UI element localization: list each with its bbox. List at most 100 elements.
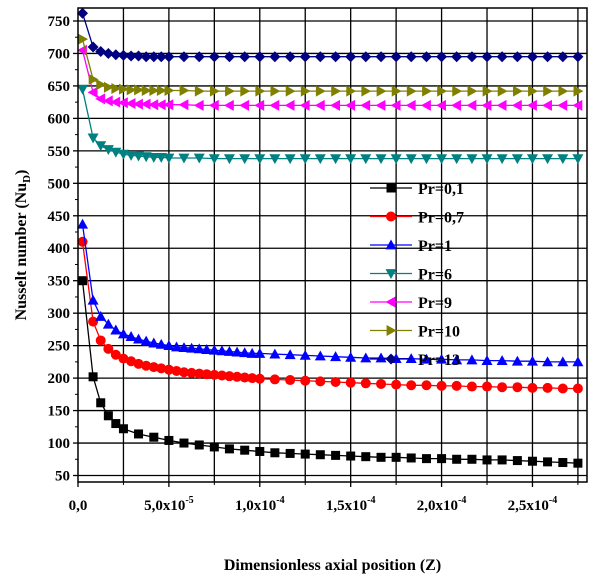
legend-marker [385, 353, 397, 365]
data-point [140, 335, 152, 346]
data-point [163, 51, 175, 63]
y-tick-label: 200 [48, 371, 71, 387]
data-point [201, 369, 212, 380]
data-point [117, 97, 128, 109]
data-point [95, 141, 107, 152]
data-point [201, 344, 213, 354]
data-point [391, 379, 402, 390]
data-point [149, 432, 159, 442]
y-tick-label: 350 [48, 274, 71, 290]
series-6 [77, 7, 584, 63]
data-point [254, 373, 265, 384]
data-point [140, 98, 151, 110]
y-tick-label: 100 [48, 436, 71, 452]
data-point [437, 85, 448, 97]
data-point [110, 96, 121, 108]
data-point [482, 455, 492, 465]
data-point [300, 375, 311, 386]
data-point [102, 318, 114, 329]
data-point [103, 81, 114, 93]
data-point [346, 451, 356, 461]
data-point [163, 153, 175, 164]
data-point [451, 354, 463, 365]
x-tick-label: 2,0x10-4 [417, 495, 467, 514]
data-point [155, 152, 167, 163]
data-point [163, 364, 174, 375]
data-point [482, 381, 493, 392]
data-point [542, 356, 554, 367]
data-point [88, 316, 99, 327]
data-point [330, 99, 340, 111]
data-point [87, 294, 99, 305]
x-tick-label: 1,0x10-4 [235, 495, 285, 514]
data-point [194, 85, 205, 97]
data-point [254, 99, 265, 111]
series-layer [77, 7, 584, 468]
data-point [497, 382, 508, 393]
data-point [239, 154, 251, 165]
data-point [299, 99, 310, 111]
data-point [133, 333, 145, 344]
data-point [133, 151, 145, 162]
data-point [88, 73, 99, 85]
data-point [526, 99, 537, 111]
data-point [391, 452, 401, 462]
data-point [315, 85, 326, 97]
data-point [240, 445, 250, 455]
data-point [572, 154, 584, 165]
data-point [512, 85, 523, 97]
data-point [557, 154, 569, 165]
data-point [422, 85, 432, 97]
x-tick-label: 0,0 [69, 498, 88, 514]
data-point [186, 367, 197, 378]
data-point [542, 51, 554, 63]
data-point [405, 99, 416, 111]
data-point [270, 448, 280, 458]
data-point [512, 382, 523, 393]
data-point [225, 85, 235, 97]
data-point [557, 51, 569, 63]
data-point [247, 373, 258, 384]
data-point [436, 51, 448, 63]
data-point [331, 85, 342, 97]
data-point [345, 99, 356, 111]
data-point [133, 358, 144, 369]
x-tick-label: 5,0x10-5 [144, 495, 194, 514]
x-axis-ticks: 0,0 5,0x10-5 1,0x10-4 1,5x10-4 2,0x10-4 2,5x1… [69, 482, 579, 514]
data-point [103, 343, 114, 354]
data-point [239, 51, 251, 63]
data-point [466, 99, 477, 111]
series-4 [77, 44, 583, 111]
y-tick-label: 300 [48, 306, 71, 322]
data-point [102, 95, 113, 107]
data-point [436, 154, 448, 165]
data-point [405, 51, 417, 63]
data-point [527, 456, 537, 466]
data-point [117, 49, 129, 61]
data-point [119, 83, 129, 95]
data-point [269, 99, 280, 111]
data-point [497, 85, 508, 97]
data-point [223, 345, 235, 356]
data-point [96, 398, 106, 408]
legend-marker [385, 239, 397, 250]
data-point [77, 218, 89, 229]
data-point [246, 347, 258, 358]
data-point [171, 365, 182, 376]
data-point [239, 372, 250, 383]
data-point [467, 85, 478, 97]
data-point [528, 85, 538, 97]
data-point [255, 85, 266, 97]
legend: Pr=0,1 Pr=0,7 Pr=1 Pr=6 Pr=9 Pr=10 Pr=13 [370, 181, 464, 369]
data-point [224, 371, 235, 382]
data-point [315, 376, 326, 387]
data-point [96, 79, 107, 91]
data-point [223, 154, 235, 165]
legend-label: Pr=9 [418, 295, 452, 312]
data-point [345, 51, 357, 63]
data-point [239, 99, 250, 111]
data-point [542, 382, 553, 393]
data-point [284, 99, 295, 111]
data-point [126, 84, 137, 96]
data-point [133, 50, 145, 62]
